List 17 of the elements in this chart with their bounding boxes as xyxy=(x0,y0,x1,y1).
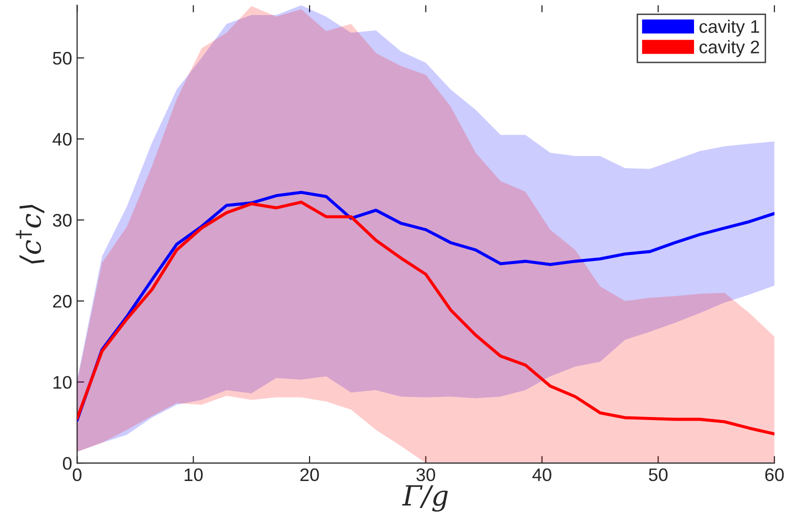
x-axis-title: Γ/g xyxy=(402,485,448,512)
y-tick-label: 50 xyxy=(52,52,72,65)
y-tick-label: 30 xyxy=(52,214,72,227)
x-tick-label: 40 xyxy=(532,468,552,482)
y-tick-label: 10 xyxy=(54,376,72,389)
y-tick-label: 40 xyxy=(52,132,72,146)
x-tick-label: 0 xyxy=(72,468,82,482)
legend-label: cavity 2 xyxy=(700,40,760,57)
y-tick-label: 20 xyxy=(53,294,72,308)
x-tick-label: 10 xyxy=(184,468,203,482)
y-tick-label: 0 xyxy=(62,456,72,470)
x-tick-label: 30 xyxy=(416,468,436,482)
x-tick-label: 50 xyxy=(648,468,668,482)
x-tick-label: 60 xyxy=(765,468,784,482)
legend-label: cavity 1 xyxy=(700,20,760,37)
y-axis-title: ⟨c$^{†}$c⟩ xyxy=(16,204,44,264)
x-tick-label: 20 xyxy=(300,468,319,482)
